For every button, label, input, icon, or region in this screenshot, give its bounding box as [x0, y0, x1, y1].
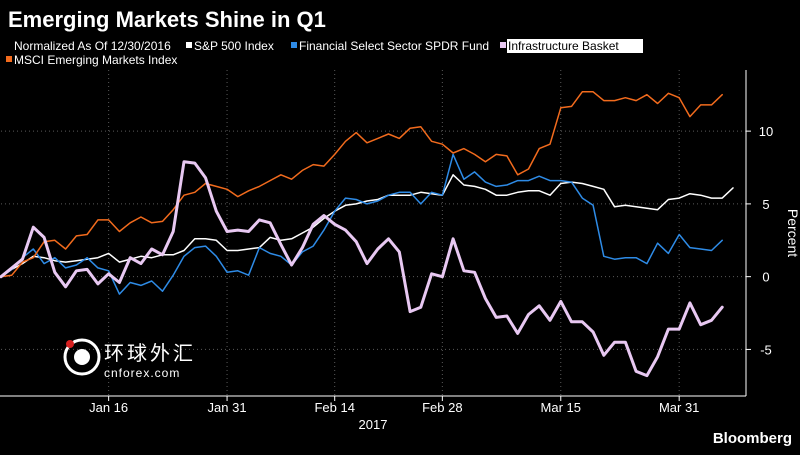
legend-infrastructure-label: Infrastructure Basket [508, 39, 619, 53]
watermark-chinese: 环球外汇 [104, 342, 196, 365]
y-tick-label: 5 [762, 197, 769, 212]
legend-sp500-swatch [186, 42, 192, 48]
chart-title: Emerging Markets Shine in Q1 [8, 7, 326, 32]
legend-financial-label: Financial Select Sector SPDR Fund [299, 39, 489, 53]
legend-financial-swatch [291, 42, 297, 48]
grid [1, 70, 746, 396]
line-financial [0, 153, 723, 295]
x-axis-label: 2017 [359, 417, 388, 432]
legend-caption: Normalized As Of 12/30/2016 [14, 39, 171, 53]
x-tick-label: Mar 31 [659, 400, 699, 415]
source-label: Bloomberg [713, 430, 792, 447]
legend-sp500-label: S&P 500 Index [194, 39, 274, 53]
legend-infrastructure-swatch [500, 42, 506, 48]
axes: 10 5 0 -5 Percent Jan 16 Jan 31 Feb 14 Feb 28 Mar… [0, 70, 800, 432]
line-msci [0, 91, 723, 278]
x-tick-label: Feb 28 [422, 400, 462, 415]
y-tick-label: -5 [760, 342, 772, 357]
x-tick-label: Jan 16 [89, 400, 128, 415]
x-tick-label: Mar 15 [541, 400, 581, 415]
y-axis-label: Percent [785, 209, 800, 257]
legend-msci-label: MSCI Emerging Markets Index [14, 53, 177, 67]
y-tick-label: 0 [762, 270, 769, 285]
watermark-site: cnforex.com [104, 366, 180, 380]
line-infrastructure [0, 160, 724, 378]
legend: S&P 500 Index Financial Select Sector SPD… [6, 39, 643, 67]
watermark-logo: 环球外汇 cnforex.com [63, 338, 196, 380]
y-tick-label: 10 [759, 124, 773, 139]
watermark-logo-icon [63, 338, 101, 376]
x-tick-label: Feb 14 [314, 400, 354, 415]
legend-infrastructure-highlight [507, 39, 643, 53]
legend-msci-swatch [6, 56, 12, 62]
line-sp500 [0, 174, 734, 278]
series-lines [0, 91, 734, 378]
x-tick-label: Jan 31 [208, 400, 247, 415]
